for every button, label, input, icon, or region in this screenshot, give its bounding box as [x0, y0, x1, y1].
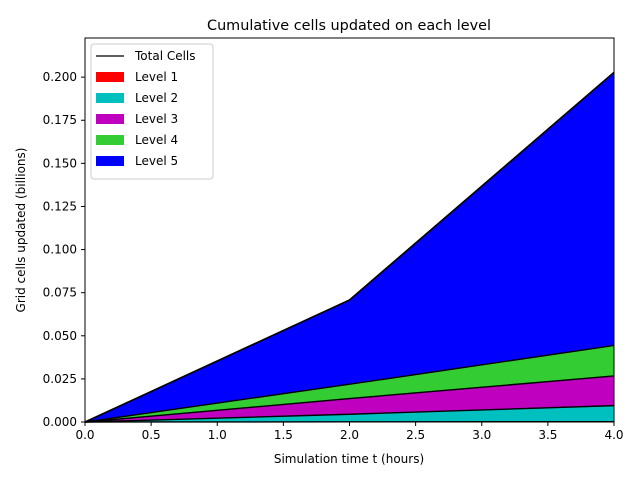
- boundary-level-3: [84, 375, 615, 423]
- legend-entry-level-5: Level 5: [96, 154, 178, 168]
- chart-title: Cumulative cells updated on each level: [207, 18, 491, 34]
- legend: Total Cells Level 1 Level 2 Level 3 Level 4 L…: [90, 43, 214, 180]
- x-axis-ticks: 0.0 0.5 1.0 1.5 2.0 2.5 3.0 3.5 4.0: [75, 422, 624, 442]
- y-tick-label: 0.100: [43, 243, 77, 257]
- area-level-5: [85, 72, 614, 423]
- legend-color-swatch: [96, 114, 124, 124]
- legend-color-swatch: [96, 156, 124, 166]
- legend-label: Level 1: [135, 70, 178, 84]
- legend-label: Level 3: [135, 112, 178, 126]
- y-tick-label: 0.175: [43, 113, 77, 127]
- legend-entry-level-3: Level 3: [96, 112, 178, 126]
- x-axis-label: Simulation time t (hours): [274, 452, 424, 466]
- boundary-level-2: [84, 404, 615, 423]
- legend-label: Total Cells: [134, 49, 196, 63]
- x-tick-label: 2.0: [340, 428, 359, 442]
- y-axis-ticks: 0.000 0.025 0.050 0.075 0.100 0.125 0.150 0.175…: [43, 70, 85, 429]
- area-level-2: [85, 405, 614, 422]
- x-tick-label: 3.5: [538, 428, 557, 442]
- y-tick-label: 0.075: [43, 286, 77, 300]
- legend-entry-level-2: Level 2: [96, 91, 178, 105]
- total-cells-line: [84, 71, 615, 423]
- legend-entry-level-1: Level 1: [96, 70, 178, 84]
- y-tick-label: 0.150: [43, 156, 77, 170]
- legend-entry-level-4: Level 4: [96, 133, 178, 147]
- x-tick-label: 0.5: [142, 428, 161, 442]
- x-tick-label: 4.0: [604, 428, 623, 442]
- y-tick-label: 0.000: [43, 415, 77, 429]
- legend-color-swatch: [96, 93, 124, 103]
- legend-label: Level 2: [135, 91, 178, 105]
- boundary-level-4: [84, 344, 615, 423]
- y-tick-label: 0.200: [43, 70, 77, 84]
- x-tick-label: 1.5: [274, 428, 293, 442]
- area-level-4: [85, 345, 614, 422]
- legend-label: Level 5: [135, 154, 178, 168]
- x-tick-label: 0.0: [75, 428, 94, 442]
- legend-label: Level 4: [135, 133, 178, 147]
- y-tick-label: 0.050: [43, 329, 77, 343]
- legend-color-swatch: [96, 135, 124, 145]
- y-tick-label: 0.125: [43, 199, 77, 213]
- legend-entry-total-cells: Total Cells: [96, 49, 196, 63]
- x-tick-label: 2.5: [406, 428, 425, 442]
- x-tick-label: 3.0: [472, 428, 491, 442]
- y-axis-label: Grid cells updated (billions): [14, 148, 28, 313]
- legend-color-swatch: [96, 72, 124, 82]
- y-tick-label: 0.025: [43, 372, 77, 386]
- x-tick-label: 1.0: [208, 428, 227, 442]
